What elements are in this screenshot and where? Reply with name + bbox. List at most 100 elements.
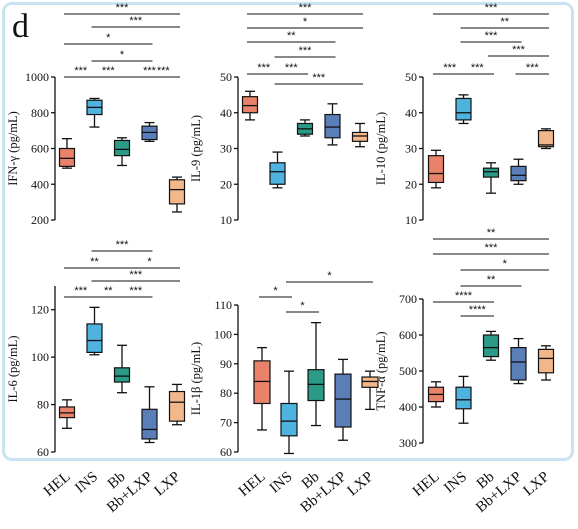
box-ins: [280, 370, 298, 455]
significance-label: ***: [129, 269, 143, 281]
significance-label: ***: [116, 2, 130, 14]
y-tick-label: 600: [399, 328, 417, 342]
box-ins: [86, 306, 103, 356]
box-bb: [307, 321, 325, 427]
significance-label: ***: [129, 285, 143, 297]
category-label: LXP: [345, 469, 377, 499]
box-bb-lxp: [324, 103, 341, 146]
box-lxp: [168, 383, 186, 426]
significance-label: *: [120, 49, 125, 61]
significance-label: ***: [257, 62, 271, 74]
box-iqr: [241, 96, 259, 114]
box-iqr: [427, 155, 445, 184]
significance-label: *: [300, 300, 305, 312]
significance-label: ***: [299, 45, 313, 57]
significance-label: *: [106, 32, 111, 44]
y-tick-label: 70: [220, 416, 232, 430]
box-iqr: [510, 347, 527, 381]
y-tick-label: 60: [220, 445, 232, 459]
significance-label: ***: [157, 65, 171, 77]
box-hel: [253, 346, 271, 431]
category-label: INS: [267, 469, 296, 497]
y-tick-label: 60: [37, 445, 49, 459]
box-bb-lxp: [510, 158, 527, 185]
y-tick-label: 30: [220, 142, 232, 156]
significance-label: ****: [469, 304, 487, 316]
box-iqr: [537, 130, 555, 148]
y-tick-label: 40: [405, 106, 417, 120]
box-bb-lxp: [334, 358, 352, 441]
y-tick-label: 400: [399, 400, 417, 414]
significance-label: *: [327, 270, 332, 282]
significance-label: *: [273, 285, 278, 297]
box-bb: [113, 137, 131, 167]
box-iqr: [280, 402, 298, 437]
y-tick-label: 90: [220, 357, 232, 371]
y-tick-label: 20: [220, 177, 232, 191]
y-tick-label: 600: [31, 142, 49, 156]
box-iqr: [269, 162, 286, 185]
box-bb: [482, 162, 500, 194]
significance-label: ***: [129, 15, 143, 27]
significance-label: ***: [74, 65, 88, 77]
y-tick-label: 1000: [25, 70, 49, 84]
box-iqr: [168, 179, 186, 205]
y-tick-label: 20: [405, 177, 417, 191]
box-iqr: [510, 165, 527, 182]
box-iqr: [141, 408, 158, 440]
category-label: INS: [441, 469, 470, 497]
y-tick-label: 500: [399, 364, 417, 378]
y-tick-label: 100: [31, 350, 49, 364]
box-iqr: [58, 147, 76, 167]
box-lxp: [351, 122, 369, 148]
significance-label: ***: [443, 62, 457, 74]
y-tick-label: 400: [31, 177, 49, 191]
y-tick-label: 100: [214, 327, 232, 341]
box-hel: [427, 381, 445, 408]
significance-label: *: [503, 258, 508, 270]
box-iqr: [455, 97, 472, 121]
box-ins: [455, 94, 472, 125]
y-axis-label: IL-6 (pg/mL): [6, 336, 20, 403]
box-iqr: [482, 334, 500, 358]
box-iqr: [482, 167, 500, 178]
box-bb-lxp: [141, 386, 158, 444]
category-label: INS: [72, 469, 101, 497]
significance-label: ***: [143, 65, 157, 77]
significance-label: **: [287, 30, 296, 42]
significance-label: **: [487, 274, 496, 286]
significance-label: ***: [485, 30, 499, 42]
significance-label: ***: [485, 242, 499, 254]
y-tick-label: 80: [37, 398, 49, 412]
category-label: HEL: [236, 469, 269, 500]
y-tick-label: 80: [220, 386, 232, 400]
significance-label: **: [90, 256, 99, 268]
significance-label: ***: [526, 62, 540, 74]
y-axis-label: IL-9 (pg/mL): [189, 115, 203, 182]
box-bb: [482, 330, 500, 361]
significance-label: *: [147, 256, 152, 268]
box-hel: [241, 90, 259, 121]
box-bb: [296, 119, 314, 137]
box-iqr: [168, 390, 186, 422]
box-bb-lxp: [141, 121, 158, 143]
box-hel: [427, 149, 445, 189]
box-iqr: [351, 131, 369, 142]
significance-label: ***: [285, 62, 299, 74]
y-tick-label: 200: [31, 213, 49, 227]
box-ins: [86, 97, 103, 128]
box-lxp: [537, 128, 555, 150]
y-tick-label: 800: [31, 106, 49, 120]
category-label: HEL: [41, 469, 74, 500]
significance-label: ***: [116, 239, 130, 251]
box-iqr: [324, 113, 341, 139]
significance-label: ***: [312, 72, 326, 84]
significance-label: **: [500, 16, 509, 28]
box-iqr: [253, 360, 271, 405]
significance-label: ***: [512, 44, 526, 56]
significance-label: ***: [471, 62, 485, 74]
